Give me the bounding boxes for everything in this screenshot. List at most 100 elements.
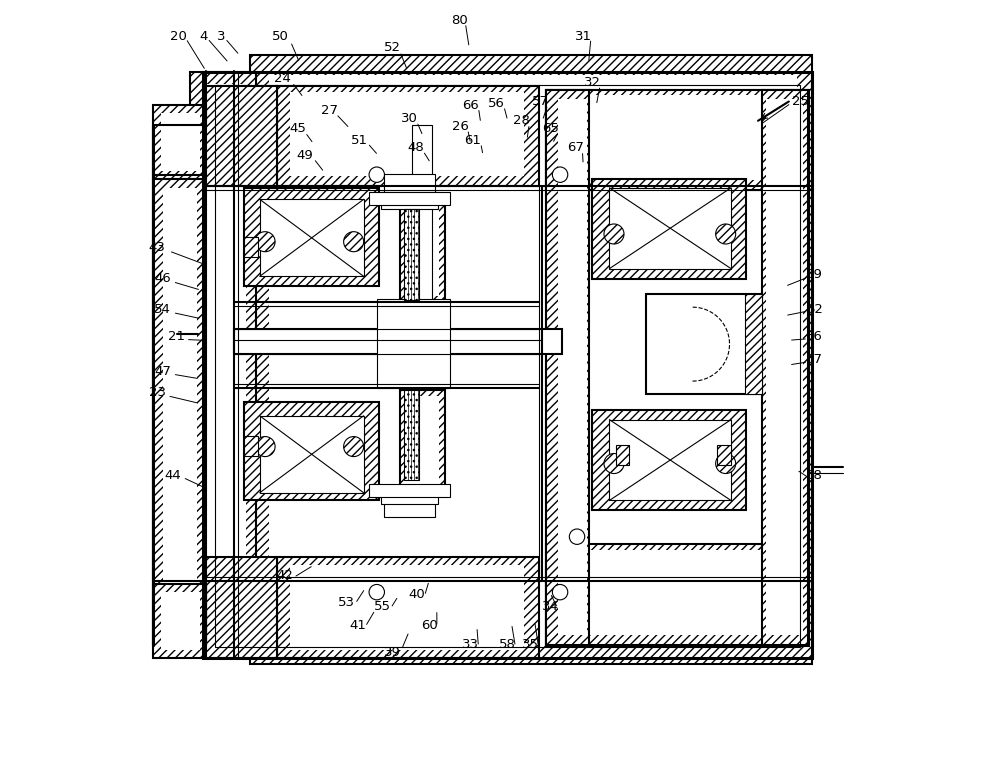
Text: 46: 46 xyxy=(154,272,171,285)
Bar xyxy=(203,557,277,658)
Bar xyxy=(161,113,200,171)
Bar xyxy=(546,90,808,190)
Bar xyxy=(153,179,206,645)
Text: 30: 30 xyxy=(401,112,418,125)
Bar xyxy=(190,72,256,656)
Bar xyxy=(381,192,438,209)
Bar xyxy=(234,329,562,354)
Text: 60: 60 xyxy=(421,618,438,632)
Text: 80: 80 xyxy=(451,14,468,27)
Bar xyxy=(717,445,731,465)
Bar xyxy=(405,202,439,295)
Text: 23: 23 xyxy=(149,386,166,399)
Text: 41: 41 xyxy=(349,618,366,632)
Bar xyxy=(277,86,539,186)
Bar xyxy=(404,390,419,481)
Circle shape xyxy=(604,224,624,244)
Text: 28: 28 xyxy=(513,114,530,128)
Circle shape xyxy=(716,454,736,474)
Text: 59: 59 xyxy=(806,268,823,281)
Text: 53: 53 xyxy=(337,596,354,608)
Bar xyxy=(250,56,812,664)
Text: 66: 66 xyxy=(462,99,479,112)
Bar xyxy=(404,209,419,300)
Circle shape xyxy=(408,339,423,354)
Circle shape xyxy=(369,167,384,182)
Text: 36: 36 xyxy=(806,330,823,343)
Text: 3: 3 xyxy=(217,29,225,43)
Text: 62: 62 xyxy=(806,303,823,316)
Bar xyxy=(592,179,746,279)
Bar xyxy=(546,90,589,645)
Bar xyxy=(203,83,246,645)
Text: 26: 26 xyxy=(452,120,468,133)
Text: 54: 54 xyxy=(154,303,171,316)
Bar xyxy=(558,99,587,635)
Bar xyxy=(290,91,524,176)
Bar xyxy=(369,192,450,206)
Text: 20: 20 xyxy=(170,29,186,43)
Text: 25: 25 xyxy=(792,95,809,108)
Bar xyxy=(269,74,797,645)
Bar xyxy=(766,99,803,635)
Bar xyxy=(384,174,435,196)
Text: 58: 58 xyxy=(499,638,516,651)
Bar xyxy=(153,584,206,658)
Bar xyxy=(546,544,808,645)
Bar xyxy=(244,237,258,257)
Bar xyxy=(369,484,450,497)
Bar xyxy=(260,416,364,493)
Circle shape xyxy=(255,232,275,252)
Circle shape xyxy=(552,584,568,600)
Bar xyxy=(203,86,277,186)
Bar xyxy=(609,420,731,500)
Text: 65: 65 xyxy=(542,122,559,135)
Bar xyxy=(405,396,439,490)
Text: 61: 61 xyxy=(465,134,481,147)
Text: 35: 35 xyxy=(522,638,539,651)
Text: 67: 67 xyxy=(567,141,584,155)
Text: 44: 44 xyxy=(164,468,181,482)
Bar xyxy=(377,299,450,388)
Bar xyxy=(215,84,800,647)
Circle shape xyxy=(255,437,275,457)
Circle shape xyxy=(716,224,736,244)
Circle shape xyxy=(408,326,423,342)
Text: 33: 33 xyxy=(462,638,479,651)
Text: 39: 39 xyxy=(384,645,401,659)
Bar xyxy=(163,188,197,635)
Bar xyxy=(762,90,808,645)
Text: 34: 34 xyxy=(542,600,559,612)
Bar xyxy=(609,188,731,269)
Text: 43: 43 xyxy=(149,241,166,254)
Circle shape xyxy=(344,437,364,457)
FancyBboxPatch shape xyxy=(546,90,808,645)
Text: 51: 51 xyxy=(351,134,368,147)
Circle shape xyxy=(369,584,384,600)
Bar xyxy=(646,294,760,394)
Circle shape xyxy=(344,232,364,252)
Bar xyxy=(616,445,629,465)
Text: 21: 21 xyxy=(168,330,185,343)
Bar xyxy=(203,72,812,658)
Circle shape xyxy=(552,167,568,182)
Circle shape xyxy=(569,529,585,544)
Text: 24: 24 xyxy=(274,72,291,85)
Text: 55: 55 xyxy=(374,600,391,612)
Bar xyxy=(400,390,445,495)
Bar xyxy=(153,105,206,179)
Bar xyxy=(244,188,379,286)
Text: 49: 49 xyxy=(297,149,314,162)
Bar xyxy=(609,188,731,269)
Bar xyxy=(745,294,762,394)
Bar xyxy=(412,124,432,494)
Bar xyxy=(260,199,364,277)
Text: 31: 31 xyxy=(575,29,592,43)
Bar xyxy=(384,495,435,517)
Bar xyxy=(569,95,785,180)
Text: 37: 37 xyxy=(806,353,823,366)
Bar xyxy=(592,410,746,509)
Bar xyxy=(569,550,785,635)
Bar xyxy=(609,420,731,500)
Bar xyxy=(244,436,258,456)
